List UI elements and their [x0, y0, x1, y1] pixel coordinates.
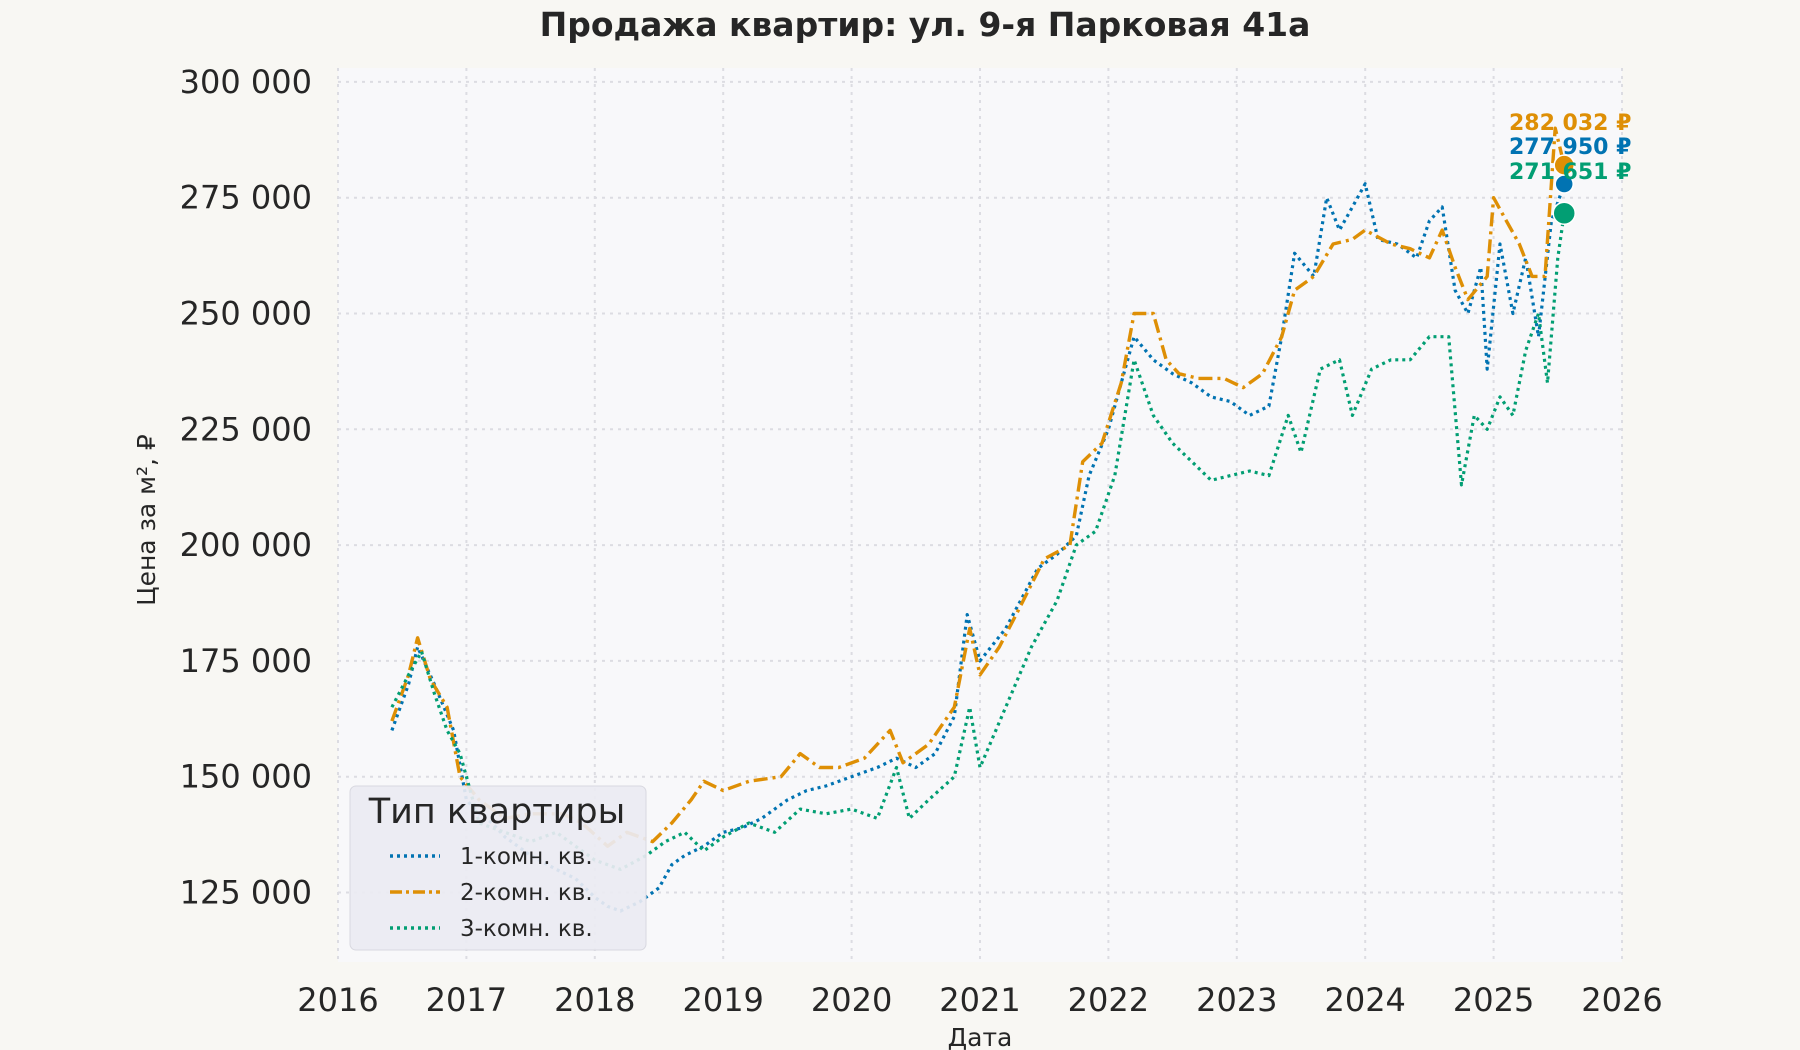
legend-title: Тип квартиры [368, 792, 626, 832]
end-value-label-2: 282 032 ₽ [1509, 111, 1631, 136]
x-tick-label: 2018 [554, 981, 635, 1019]
y-tick-label: 150 000 [180, 758, 312, 796]
end-value-label-1: 277 950 ₽ [1509, 135, 1631, 160]
end-marker-3 [1552, 201, 1576, 225]
y-tick-label: 275 000 [180, 179, 312, 217]
x-tick-label: 2026 [1581, 981, 1662, 1019]
y-tick-label: 250 000 [180, 295, 312, 333]
chart-title: Продажа квартир: ул. 9-я Парковая 41а [540, 5, 1311, 44]
legend: Тип квартиры 1-комн. кв. 2-комн. кв. 3-ком… [349, 785, 647, 951]
x-tick-label: 2019 [682, 981, 763, 1019]
legend-label-3: 3-комн. кв. [460, 916, 593, 942]
y-tick-label: 300 000 [180, 63, 312, 101]
x-tick-label: 2023 [1196, 981, 1277, 1019]
y-tick-label: 200 000 [180, 526, 312, 564]
x-tick-label: 2017 [426, 981, 507, 1019]
x-axis-label: Дата [948, 1023, 1013, 1050]
x-tick-label: 2020 [811, 981, 892, 1019]
y-axis-label: Цена за м², ₽ [132, 434, 161, 606]
x-tick-label: 2022 [1068, 981, 1149, 1019]
x-tick-label: 2016 [297, 981, 378, 1019]
end-value-label-3: 271 651 ₽ [1509, 160, 1631, 185]
y-tick-label: 125 000 [180, 874, 312, 912]
legend-items: 1-комн. кв. 2-комн. кв. 3-комн. кв. [390, 844, 593, 942]
legend-label-2: 2-комн. кв. [460, 880, 593, 906]
x-tick-label: 2021 [939, 981, 1020, 1019]
y-tick-label: 225 000 [180, 410, 312, 448]
x-tick-label: 2025 [1453, 981, 1534, 1019]
y-tick-label: 175 000 [180, 642, 312, 680]
end-marker-2 [1553, 154, 1575, 176]
legend-box [349, 785, 647, 951]
legend-label-1: 1-комн. кв. [460, 844, 593, 870]
x-tick-label: 2024 [1324, 981, 1405, 1019]
end-markers: 277 950 ₽282 032 ₽ 271 651 ₽ [1509, 111, 1631, 225]
tick-labels: 2016 2017 2018 2019 2020 2021 2022 2023 2024 2025… [180, 63, 1663, 1019]
